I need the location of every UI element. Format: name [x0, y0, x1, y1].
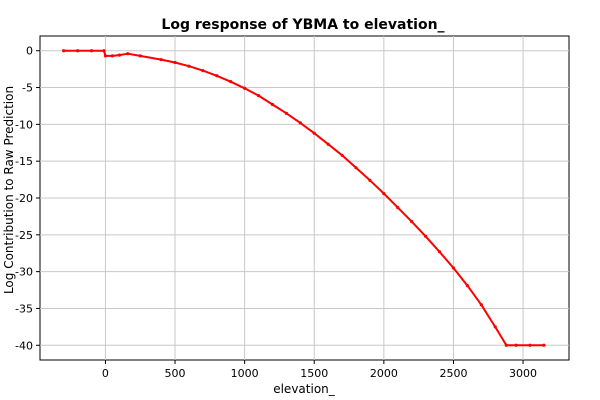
data-point: [159, 57, 163, 62]
x-tick-label: 3000: [509, 367, 537, 380]
data-point: [126, 52, 130, 56]
series-group: [62, 49, 546, 347]
data-point: [138, 54, 142, 58]
data-point: [173, 60, 177, 65]
y-tick-label: -20: [15, 192, 33, 205]
data-point: [396, 205, 400, 210]
data-point: [514, 343, 518, 347]
x-tick-label: 2500: [439, 367, 467, 380]
y-tick-label: -10: [15, 118, 33, 131]
data-point: [312, 131, 316, 135]
data-point: [110, 54, 114, 58]
data-point: [201, 69, 205, 73]
data-point: [382, 191, 386, 196]
y-tick-label: -35: [15, 302, 33, 315]
y-tick-label: -40: [15, 339, 33, 352]
data-point: [62, 49, 66, 53]
data-point: [424, 234, 428, 238]
data-point: [117, 53, 121, 57]
axis-ticks: 0 500 1000 1500 2000 2500 3000 0 -5 -10 -15 -20 -25 -…: [15, 45, 537, 380]
data-point: [270, 102, 275, 107]
grid: [40, 36, 569, 360]
data-point: [103, 54, 108, 58]
y-tick-label: -5: [22, 82, 33, 95]
y-axis-label: Log Contribution to Raw Prediction: [2, 86, 16, 294]
data-point: [243, 86, 247, 90]
x-tick-label: 1500: [300, 367, 328, 380]
x-tick-label: 0: [102, 367, 109, 380]
x-tick-label: 500: [165, 367, 186, 380]
data-point: [493, 325, 497, 329]
data-point: [298, 121, 302, 125]
data-point: [256, 94, 261, 98]
data-point: [229, 80, 233, 84]
data-point: [215, 74, 219, 78]
data-point: [340, 153, 344, 157]
data-point: [354, 166, 358, 170]
data-point: [451, 266, 456, 270]
data-point: [368, 178, 372, 182]
data-point: [465, 284, 469, 288]
x-axis-label: elevation_: [273, 382, 336, 396]
y-tick-label: 0: [26, 45, 33, 58]
data-point: [479, 303, 483, 307]
data-point: [284, 111, 289, 115]
chart-title: Log response of YBMA to elevation_: [161, 17, 444, 33]
y-tick-label: -25: [15, 229, 33, 242]
data-point: [75, 49, 80, 53]
y-tick-label: -30: [15, 266, 33, 279]
data-point: [187, 64, 191, 68]
data-point: [437, 250, 442, 254]
x-tick-label: 2000: [370, 367, 398, 380]
data-point: [528, 343, 532, 347]
data-point: [89, 49, 94, 53]
x-tick-label: 1000: [231, 367, 259, 380]
data-point: [102, 49, 106, 53]
data-point: [542, 343, 546, 347]
data-point: [410, 219, 414, 224]
data-point: [504, 343, 508, 347]
data-point: [326, 142, 330, 146]
y-tick-label: -15: [15, 155, 33, 168]
